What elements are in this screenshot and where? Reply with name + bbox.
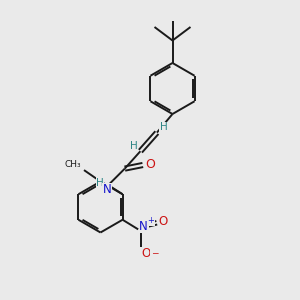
Text: H: H [130,141,138,151]
Text: N: N [139,220,148,233]
Text: −: − [151,248,158,257]
Text: O: O [141,248,150,260]
Text: O: O [146,158,155,172]
Text: H: H [96,178,104,188]
Text: O: O [159,215,168,228]
Text: +: + [147,217,154,226]
Text: N: N [103,183,112,196]
Text: H: H [160,122,167,132]
Text: CH₃: CH₃ [64,160,81,169]
